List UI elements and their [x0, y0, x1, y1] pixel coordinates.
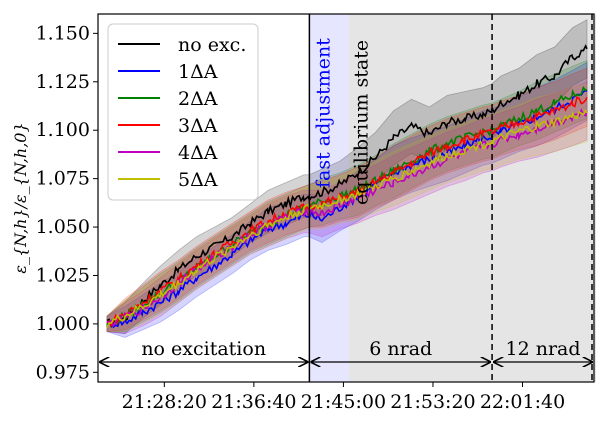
- band-0: [106, 19, 588, 334]
- y-tick-label-0: 0.975: [36, 361, 90, 383]
- phase-label-1: 6 nrad: [369, 338, 432, 360]
- plot-frame: [97, 13, 595, 383]
- series-line-4: [106, 108, 588, 328]
- y-axis-label: ε_{N,h}/ε_{N,h,0}: [11, 122, 30, 273]
- series-line-0: [106, 44, 588, 329]
- x-tick-label-2: 21:45:00: [301, 391, 386, 413]
- fast-adjustment-label: fast adjustment: [312, 38, 334, 188]
- equilibrium-label: equilibrium state: [350, 40, 372, 205]
- x-tick-label-1: 21:36:40: [211, 391, 296, 413]
- y-tick-label-3: 1.050: [36, 216, 90, 238]
- legend-label-3: 3ΔA: [178, 115, 218, 137]
- phase-label-2: 12 nrad: [506, 338, 581, 360]
- y-axis: 0.975 1.000 1.025 1.050 1.075 1.100 1.125 1.150: [36, 22, 98, 383]
- phase-label-0: no excitation: [141, 338, 266, 360]
- y-tick-label-7: 1.150: [36, 22, 90, 44]
- legend-label-0: no exc.: [178, 34, 246, 56]
- legend-label-5: 5ΔA: [178, 169, 218, 191]
- lines-layer: [106, 44, 588, 329]
- legend: no exc. 1ΔA 2ΔA 3ΔA 4ΔA 5ΔA: [107, 23, 259, 201]
- legend-label-2: 2ΔA: [178, 88, 218, 110]
- x-tick-label-4: 22:01:40: [480, 391, 565, 413]
- arrows-layer: no excitation 6 nrad 12 nrad: [100, 338, 592, 362]
- y-tick-label-4: 1.075: [36, 168, 90, 190]
- legend-box: [107, 23, 259, 201]
- region-labels-layer: fast adjustment equilibrium state: [312, 38, 372, 205]
- x-tick-label-0: 21:28:20: [122, 391, 207, 413]
- y-tick-label-2: 1.025: [36, 264, 90, 286]
- y-tick-label-5: 1.100: [36, 119, 90, 141]
- vlines-layer: [308, 14, 593, 382]
- x-tick-label-3: 21:53:20: [390, 391, 475, 413]
- y-tick-label-6: 1.125: [36, 71, 90, 93]
- y-tick-label-1: 1.000: [36, 313, 90, 335]
- series-line-5: [106, 108, 588, 329]
- x-axis: 21:28:20 21:36:40 21:45:00 21:53:20 22:01:40: [122, 382, 565, 413]
- legend-label-4: 4ΔA: [178, 142, 218, 164]
- legend-label-1: 1ΔA: [178, 61, 218, 83]
